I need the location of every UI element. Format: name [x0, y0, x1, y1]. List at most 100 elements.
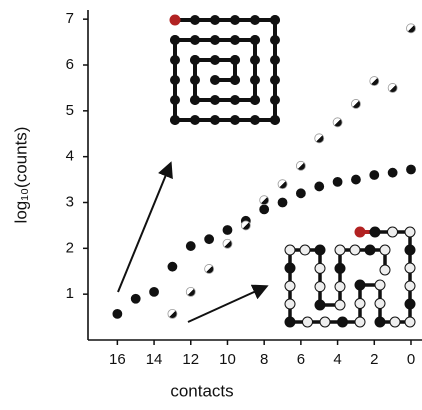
lattice-node: [170, 95, 180, 105]
lattice-node: [250, 75, 260, 85]
x-tick-label: 0: [407, 351, 415, 368]
data-point: [222, 225, 233, 235]
lattice-node: [302, 316, 313, 328]
lattice-node: [230, 95, 240, 105]
data-point: [295, 188, 306, 199]
lattice-node: [250, 55, 260, 65]
lattice-node: [314, 244, 326, 256]
lattice-node: [354, 279, 366, 291]
data-point: [387, 167, 398, 178]
x-tick-label: 2: [370, 351, 378, 368]
lattice-node: [374, 298, 386, 309]
data-point: [130, 293, 141, 304]
data-point: [204, 264, 215, 274]
data-point: [185, 241, 196, 251]
data-point: [387, 83, 398, 93]
lattice-node: [190, 35, 200, 45]
lattice-node: [374, 316, 386, 328]
lattice-node: [284, 280, 296, 292]
data-point: [167, 308, 178, 319]
lattice-node: [404, 298, 416, 310]
data-point: [167, 261, 178, 272]
lattice-node: [404, 316, 416, 328]
lattice-node: [270, 55, 280, 65]
lattice-node: [210, 55, 220, 65]
lattice-node: [210, 95, 220, 105]
data-point: [406, 164, 416, 175]
y-tick-label: 3: [66, 193, 74, 210]
lattice-node: [230, 35, 240, 45]
lattice-node: [210, 15, 220, 25]
x-tick-label: 12: [182, 351, 199, 368]
lattice-node: [284, 298, 296, 310]
data-point: [259, 204, 270, 215]
arrow: [187, 284, 269, 323]
lattice-node: [374, 279, 386, 291]
y-tick-label: 6: [66, 56, 74, 73]
x-axis-label: contacts: [170, 381, 233, 400]
arrow: [117, 161, 173, 293]
data-point: [295, 160, 306, 171]
lattice-node: [250, 115, 260, 125]
lattice-node: [379, 244, 391, 256]
data-point: [369, 76, 380, 86]
lattice-node: [354, 316, 366, 328]
lattice-node: [369, 226, 381, 238]
lattice-node: [404, 226, 416, 238]
lattice-node: [349, 244, 361, 256]
lattice-node: [250, 35, 260, 45]
data-point: [277, 197, 288, 208]
lattice-node: [334, 281, 346, 293]
x-tick-label: 10: [219, 351, 236, 368]
lattice-node: [284, 316, 296, 328]
data-point: [332, 117, 343, 128]
lattice-node: [334, 262, 346, 274]
lattice-node: [230, 115, 240, 125]
y-tick-label: 5: [66, 102, 74, 119]
lattice-node: [190, 15, 200, 25]
lattice-node: [210, 115, 220, 125]
lattice-node: [334, 244, 346, 256]
data-point: [112, 308, 123, 319]
data-point: [222, 238, 233, 249]
y-tick-label: 4: [66, 148, 74, 165]
lattice-node: [270, 15, 280, 25]
data-point: [277, 179, 288, 190]
data-point: [185, 286, 196, 297]
lattice-node: [230, 15, 240, 25]
lattice-node: [387, 226, 398, 238]
data-point: [314, 181, 325, 192]
lattice-node: [404, 244, 416, 256]
lattice-node: [230, 55, 240, 65]
lattice-node: [334, 299, 346, 311]
y-tick-label: 7: [66, 10, 74, 27]
lattice-node: [250, 95, 260, 105]
lattice-node: [364, 244, 376, 256]
data-point: [204, 234, 215, 245]
lattice-node: [210, 75, 220, 85]
lattice-node: [170, 35, 180, 45]
lattice-node: [337, 316, 348, 328]
lattice-node: [354, 298, 366, 309]
lattice-node: [230, 75, 240, 85]
lattice-inset: [169, 14, 280, 125]
lattice-node: [299, 244, 311, 256]
data-point: [332, 176, 343, 187]
lattice-node: [314, 299, 326, 311]
lattice-node: [250, 15, 260, 25]
lattice-node: [190, 55, 200, 65]
lattice-node: [190, 75, 200, 85]
data-point: [240, 220, 251, 231]
lattice-node: [190, 95, 200, 105]
data-point: [259, 195, 270, 206]
y-tick-label: 2: [66, 239, 74, 256]
lattice-node: [170, 55, 180, 65]
data-point: [351, 174, 361, 185]
y-axis-label: log₁₀(counts): [11, 127, 30, 224]
lattice-node: [190, 115, 200, 125]
data-point: [351, 99, 361, 109]
lattice-node: [389, 316, 401, 328]
x-tick-label: 14: [146, 351, 163, 368]
y-tick-label: 1: [66, 285, 74, 302]
